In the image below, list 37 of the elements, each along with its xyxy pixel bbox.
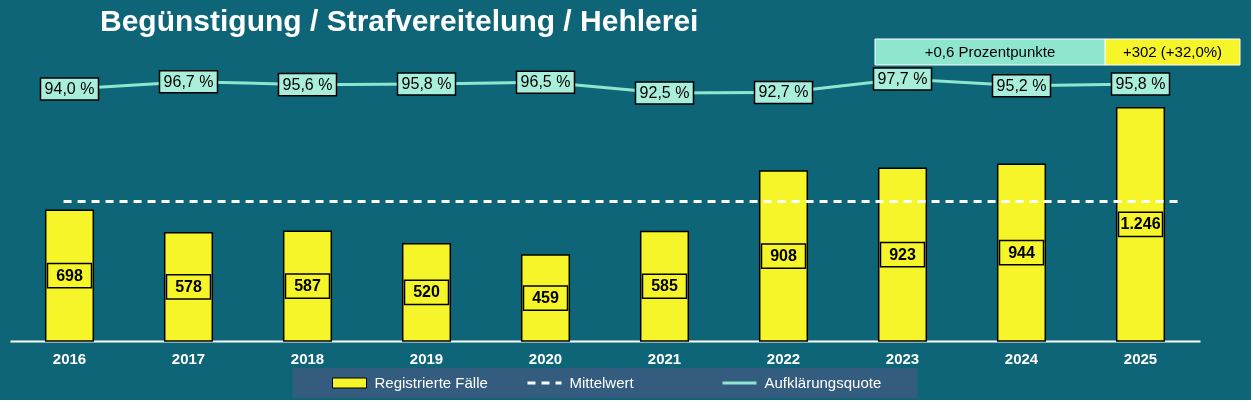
data-label: 923 <box>889 245 916 263</box>
bar <box>1115 107 1166 342</box>
data-label: 97,7 % <box>877 70 928 87</box>
text: +0,6 Prozentpunkte <box>924 43 1056 60</box>
data-label: 1.246 <box>1120 215 1161 233</box>
data-label: 95,6 % <box>282 75 333 93</box>
data-label: 459 <box>532 289 559 307</box>
data-label: 578 <box>175 277 202 295</box>
x-tick-label: 2025 <box>1123 349 1158 367</box>
x-tick-label: 2020 <box>528 349 563 367</box>
x-tick-label: 2018 <box>290 349 325 367</box>
data-label: 92,7 % <box>758 83 809 101</box>
data-label: 95,2 % <box>996 76 1047 94</box>
x-tick-label: 2023 <box>885 349 920 367</box>
x-tick-label: 2021 <box>647 349 682 367</box>
chart-title: Begünstigung / Strafvereitelung / Hehlerei <box>100 3 699 37</box>
data-label: 585 <box>651 277 678 295</box>
data-label: 944 <box>1008 243 1035 261</box>
x-tick-label: 2016 <box>52 349 87 367</box>
data-label: 95,8 % <box>401 75 452 93</box>
x-tick-label: 2022 <box>766 349 801 367</box>
data-label: 94,0 % <box>44 79 95 97</box>
data-label: 96,5 % <box>520 73 571 91</box>
legend-label: Registrierte Fälle <box>374 374 488 391</box>
data-label: 587 <box>294 277 321 295</box>
text: +302 (+32,0%) <box>1122 43 1223 60</box>
data-label: 908 <box>770 247 797 265</box>
legend-label: Mittelwert <box>569 374 635 391</box>
data-label: 520 <box>413 283 440 301</box>
data-label: 92,5 % <box>639 83 690 101</box>
x-tick-label: 2019 <box>409 349 444 367</box>
data-label: 698 <box>56 266 83 284</box>
data-label: 95,8 % <box>1115 75 1166 93</box>
x-tick-label: 2017 <box>171 349 206 367</box>
legend-label: Aufklärungsquote <box>764 374 882 391</box>
x-tick-label: 2024 <box>1004 349 1039 367</box>
data-label: 96,7 % <box>163 72 214 90</box>
